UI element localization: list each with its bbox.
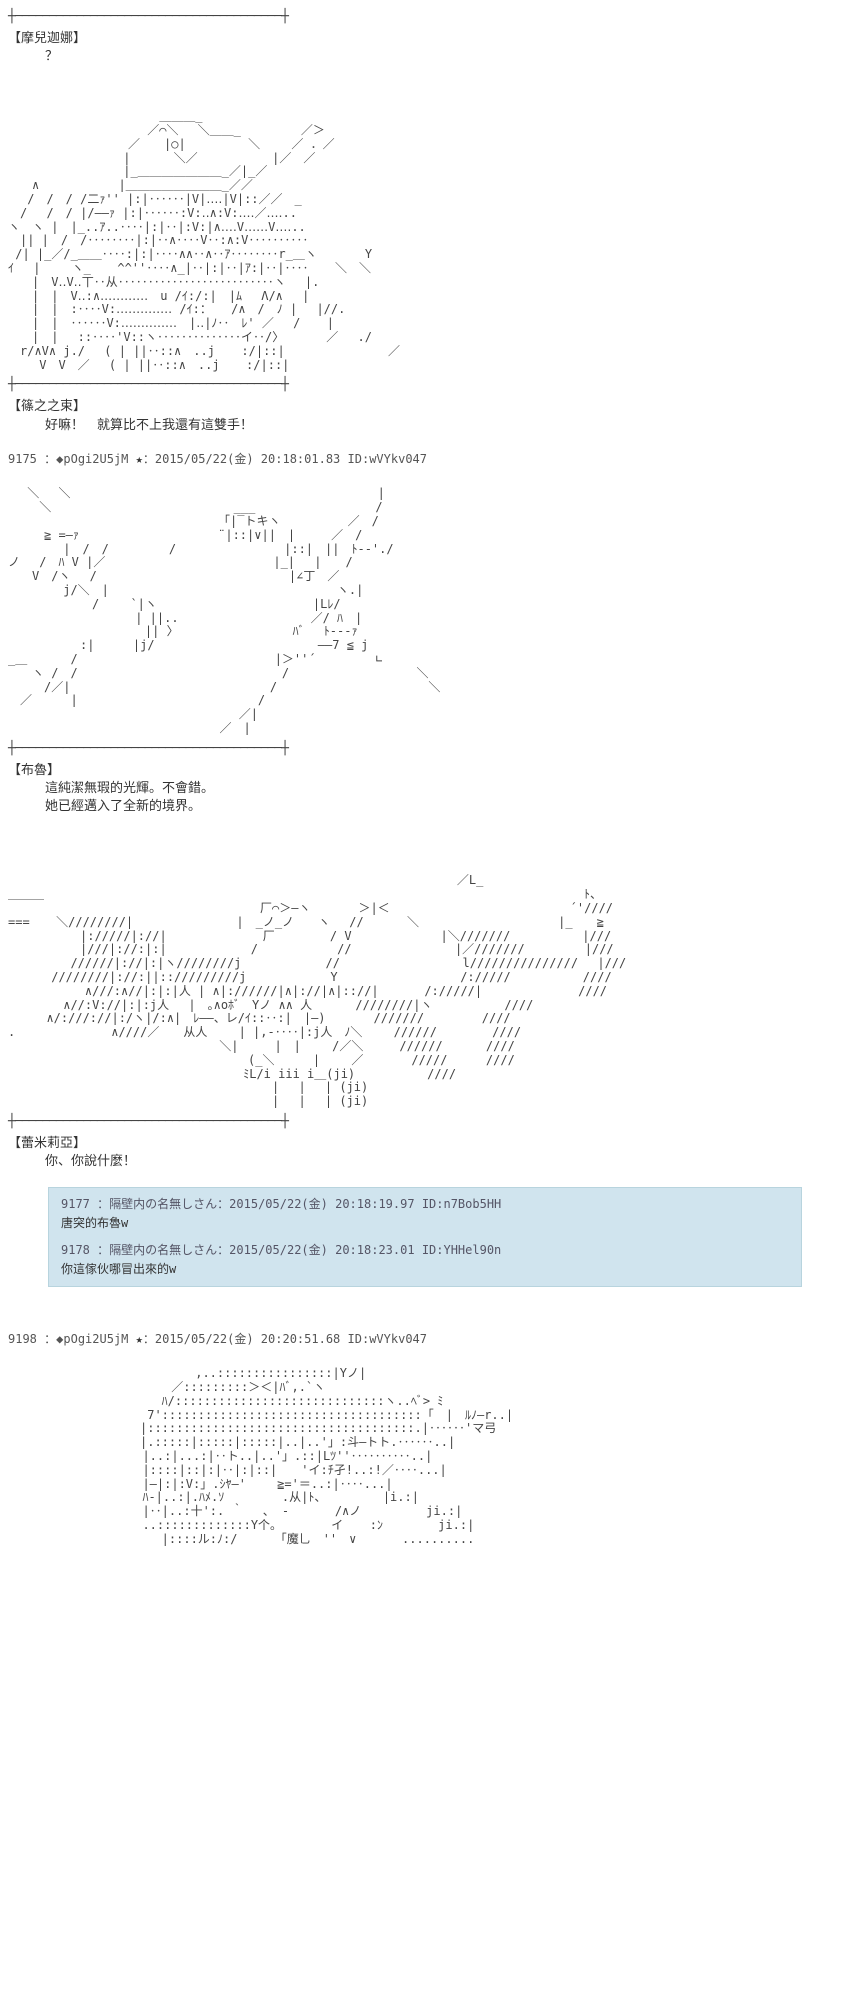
dialogue-text: ？ bbox=[8, 48, 842, 66]
thread-container: ┼───────────────────────────────────────… bbox=[0, 0, 850, 1559]
ascii-art: ＼ ＼ | ＼ ___ / 「|‾トキヽ ／ / ≧ =―ｧ ¨|::|∨|| … bbox=[8, 474, 842, 736]
reply-box: 9177 ：隔壁内の名無しさん：2015/05/22(金) 20:18:19.9… bbox=[48, 1187, 802, 1286]
dialogue-text: 你、你說什麼！ bbox=[8, 1153, 842, 1171]
star-icon: ★ bbox=[136, 452, 143, 466]
reply-date: 2015/05/22(金) 20:18:23.01 bbox=[229, 1243, 414, 1257]
spacer bbox=[8, 833, 842, 857]
ascii-art: ＿＿＿_ ／⌒＼ ＼＿＿_ ／＞ ／ |○| ＼ ／ ．／ | ＼／ |／ ／ … bbox=[8, 83, 842, 373]
post-header: 9175 ：◆pOgi2U5jM ★：2015/05/22(金) 20:18:0… bbox=[8, 451, 842, 468]
separator-top: ┼───────────────────────────────────────… bbox=[8, 8, 842, 26]
reply-text: 你這傢伙哪冒出來的w bbox=[61, 1261, 789, 1278]
ascii-art: ／L_ ＿＿＿ ﾄ、 厂⌒＞―ヽ ＞|＜ ´'//// === ＼///////… bbox=[8, 861, 842, 1109]
reply-id: ID:YHHel90n bbox=[422, 1243, 501, 1257]
speaker-name: 【摩兒迦娜】 bbox=[8, 30, 842, 48]
dialogue-text: 好嘛！ 就算比不上我還有這雙手！ bbox=[8, 417, 842, 435]
post-trip: ◆pOgi2U5jM bbox=[56, 452, 128, 466]
reply-meta: 9178 ：隔壁内の名無しさん：2015/05/22(金) 20:18:23.0… bbox=[61, 1242, 789, 1259]
post-number: 9175 bbox=[8, 452, 37, 466]
reply-item: 9177 ：隔壁内の名無しさん：2015/05/22(金) 20:18:19.9… bbox=[61, 1196, 789, 1232]
reply-id: ID:n7Bob5HH bbox=[422, 1197, 501, 1211]
reply-number: 9177 bbox=[61, 1197, 90, 1211]
dialogue-line: 這純潔無瑕的光輝。不會錯。 bbox=[32, 780, 842, 798]
post-id: ID:wVYkv047 bbox=[348, 1332, 427, 1346]
speaker-name: 【篠之之束】 bbox=[8, 398, 842, 416]
star-icon: ★ bbox=[136, 1332, 143, 1346]
reply-text: 唐突的布魯w bbox=[61, 1215, 789, 1232]
post-date: 2015/05/22(金) 20:20:51.68 bbox=[155, 1332, 340, 1346]
reply-name: 隔壁内の名無しさん bbox=[109, 1243, 217, 1257]
reply-meta: 9177 ：隔壁内の名無しさん：2015/05/22(金) 20:18:19.9… bbox=[61, 1196, 789, 1213]
post-number: 9198 bbox=[8, 1332, 37, 1346]
post-header: 9198 ：◆pOgi2U5jM ★：2015/05/22(金) 20:20:5… bbox=[8, 1331, 842, 1348]
post-trip: ◆pOgi2U5jM bbox=[56, 1332, 128, 1346]
ascii-art: ,..::::::::::::::::|Yノ| ／:::::::::＞＜|ﾊﾞ,… bbox=[8, 1353, 842, 1546]
reply-name: 隔壁内の名無しさん bbox=[109, 1197, 217, 1211]
reply-number: 9178 bbox=[61, 1243, 90, 1257]
separator: ┼───────────────────────────────────────… bbox=[8, 376, 842, 394]
spacer bbox=[8, 1295, 842, 1319]
separator: ┼───────────────────────────────────────… bbox=[8, 1113, 842, 1131]
post-id: ID:wVYkv047 bbox=[348, 452, 427, 466]
speaker-name: 【布魯】 bbox=[8, 762, 842, 780]
post-date: 2015/05/22(金) 20:18:01.83 bbox=[155, 452, 340, 466]
dialogue-text: 這純潔無瑕的光輝。不會錯。 她已經邁入了全新的境界。 bbox=[8, 780, 842, 816]
reply-date: 2015/05/22(金) 20:18:19.97 bbox=[229, 1197, 414, 1211]
speaker-name: 【蕾米莉亞】 bbox=[8, 1135, 842, 1153]
reply-item: 9178 ：隔壁内の名無しさん：2015/05/22(金) 20:18:23.0… bbox=[61, 1242, 789, 1278]
dialogue-line: 她已經邁入了全新的境界。 bbox=[32, 798, 842, 816]
separator: ┼───────────────────────────────────────… bbox=[8, 740, 842, 758]
